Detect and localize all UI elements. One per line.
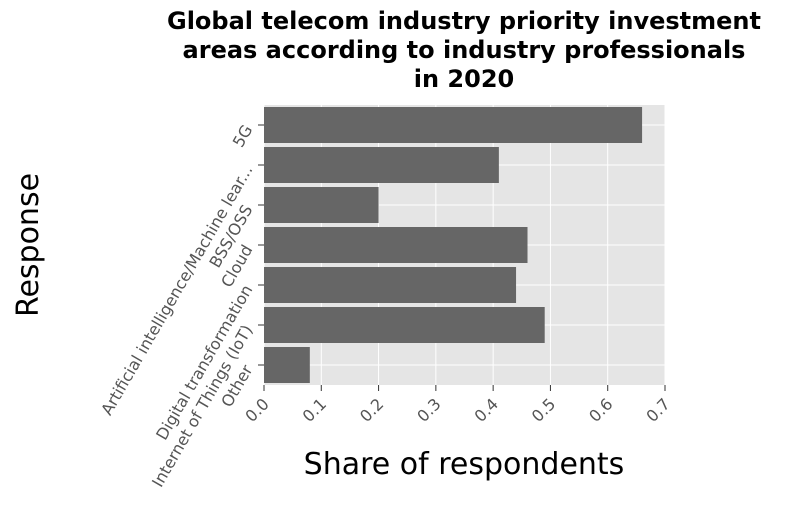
x-tick-label: 0.2 [356,394,387,425]
bar [264,267,517,303]
y-tick-label: 5G [229,122,257,151]
x-tick-label: 0.0 [241,394,272,425]
bar [264,307,545,343]
x-tick-label: 0.5 [528,394,559,425]
bar [264,347,310,383]
x-tick-label: 0.1 [299,394,330,425]
bar [264,147,499,183]
bar [264,107,643,143]
x-tick-label: 0.7 [642,394,673,425]
chart-title: Global telecom industry priority investm… [167,7,761,93]
bar [264,187,379,223]
x-tick-label: 0.6 [585,394,616,425]
x-tick-label: 0.4 [471,394,502,425]
y-axis-label: Response [11,173,46,317]
chart-title-line: Global telecom industry priority investm… [167,7,761,35]
x-axis-label: Share of respondents [304,447,625,482]
chart-title-line: areas according to industry professional… [183,36,746,64]
x-tick-label: 0.3 [413,394,444,425]
chart-title-line: in 2020 [414,65,514,93]
bars [264,107,643,383]
bar [264,227,528,263]
x-axis-ticks: 0.0 0.1 0.2 0.3 0.4 0.5 0.6 0.7 [241,385,674,426]
